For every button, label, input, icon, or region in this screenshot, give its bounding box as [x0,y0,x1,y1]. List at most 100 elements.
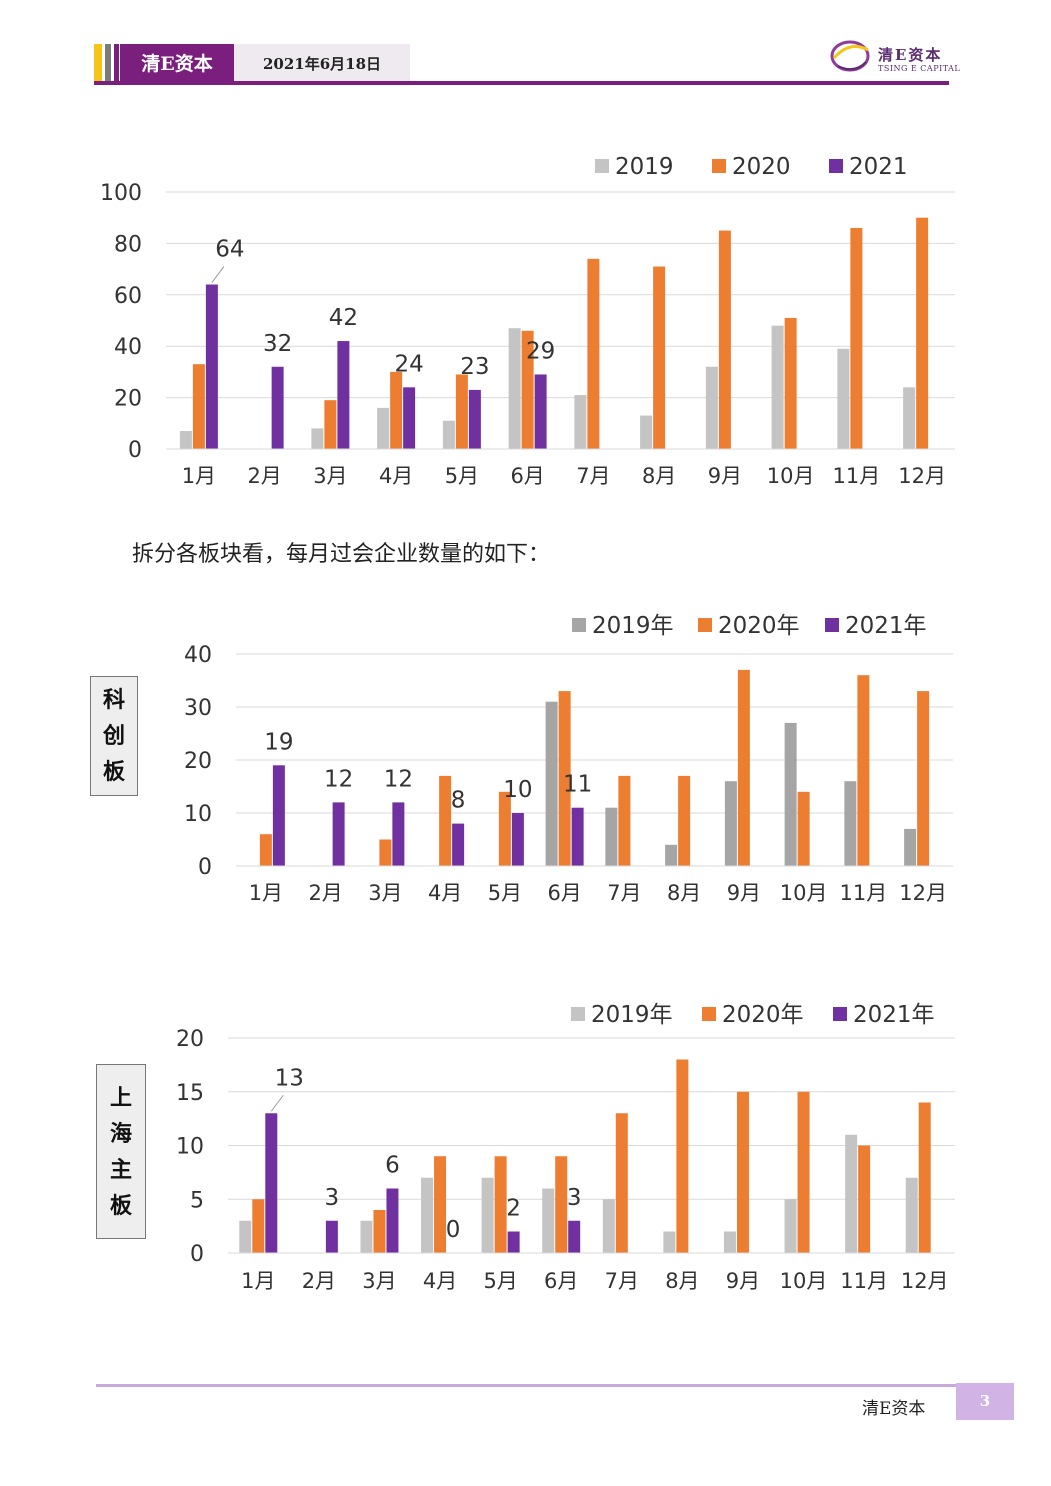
bar-2021年 [511,813,524,866]
legend-label: 2021年 [845,613,927,639]
x-tick-label: 3月 [362,1269,396,1293]
star-market-label: 科 创 板 [90,676,138,796]
x-tick-label: 12月 [899,881,947,905]
x-tick-label: 1月 [182,464,216,488]
bar-2021 [271,366,284,449]
sh-main-board-label-char: 主 [109,1156,132,1183]
legend-label: 2021 [849,154,908,180]
bar-2019年 [665,844,678,866]
bar-2020年 [498,791,511,866]
x-tick-label: 1月 [249,881,283,905]
star-market-label-char: 创 [102,723,125,749]
data-label: 2 [506,1196,521,1222]
x-tick-label: 7月 [605,1269,639,1293]
bar-2019年 [602,1199,615,1253]
bar-2020年 [918,1102,931,1253]
legend-label: 2020年 [722,1002,804,1028]
sh-main-board-label-char: 海 [109,1120,132,1147]
bar-2019年 [784,722,797,866]
x-tick-label: 11月 [833,464,881,488]
bar-2021年 [568,1220,581,1253]
data-label: 23 [460,354,489,380]
bar-2019 [705,366,718,449]
bar-2019 [179,431,192,449]
x-tick-label: 6月 [544,1269,578,1293]
bar-2019年 [845,1134,858,1253]
footer-divider [96,1384,956,1387]
data-label: 32 [263,331,292,357]
bar-2020年 [252,1199,265,1253]
bar-2021年 [386,1188,399,1253]
bar-2019年 [360,1220,373,1253]
header-stripe-purple [114,44,119,84]
chart-monthly-approvals: 0 20 40 60 80 100 2019 2020 2021 1月 64 2月 32 3月 42 4月 24… [100,154,955,488]
x-tick-label: 5月 [488,881,522,905]
bar-2020 [653,266,666,449]
bar-2021年 [332,802,345,866]
bar-2019年 [844,781,857,866]
bar-2021年 [392,802,405,866]
x-tick-label: 4月 [428,881,462,905]
header-title: 清E资本 [120,44,234,84]
bar-2020 [521,330,534,449]
data-label: 12 [324,766,353,792]
y-tick-label: 40 [114,335,142,360]
x-tick-label: 6月 [547,881,581,905]
bar-2020 [850,227,863,449]
y-tick-label: 100 [100,181,142,206]
data-label: 0 [446,1217,461,1243]
bar-2020 [718,230,731,449]
bar-2020 [587,258,600,449]
bar-2019 [640,415,653,449]
bar-2019年 [545,701,558,866]
y-tick-label: 20 [176,1027,204,1052]
y-tick-label: 0 [128,438,142,463]
bar-2020年 [434,1156,447,1253]
data-label: 12 [384,766,413,792]
bar-2019年 [724,781,737,866]
bar-2020 [192,364,205,449]
x-tick-label: 10月 [767,464,815,488]
bar-2020 [784,317,797,449]
bar-2019年 [605,807,618,866]
legend-label: 2021年 [853,1002,935,1028]
header-date: 2021年6月18日 [234,44,410,84]
bar-2021 [534,374,547,449]
bar-2020年 [615,1113,628,1253]
x-tick-label: 9月 [708,464,742,488]
legend-label: 2020年 [718,613,800,639]
bar-2020年 [736,1091,749,1253]
y-tick-label: 60 [114,284,142,309]
page-number: 3 [956,1383,1014,1420]
y-tick-label: 30 [184,696,212,721]
x-tick-label: 3月 [313,464,347,488]
y-tick-label: 10 [176,1135,204,1160]
legend-swatch [595,159,609,173]
sh-main-board-label-char: 上 [109,1084,132,1111]
data-label-leader [270,1094,284,1112]
section-intro-text: 拆分各板块看，每月过会企业数量的如下： [132,542,551,567]
bar-2021 [205,284,218,449]
bar-2020年 [618,775,631,866]
data-label: 19 [264,729,293,755]
bar-2020年 [494,1156,507,1253]
data-label: 13 [275,1065,304,1091]
star-market-label-char: 板 [102,759,125,785]
bar-2020 [455,374,468,449]
bar-2019 [311,428,324,449]
x-tick-label: 5月 [445,464,479,488]
legend-swatch [712,159,726,173]
legend-swatch [825,618,839,632]
y-tick-label: 15 [176,1081,204,1106]
legend-swatch [829,159,843,173]
x-tick-label: 10月 [780,881,828,905]
y-tick-label: 40 [184,643,212,668]
bar-2019年 [905,1177,918,1253]
data-label: 64 [215,237,244,263]
bar-2020 [916,217,929,449]
legend-swatch [572,618,586,632]
bar-2020年 [797,1091,810,1253]
bar-2019年 [481,1177,494,1253]
bar-2020年 [439,775,452,866]
y-tick-label: 20 [114,387,142,412]
